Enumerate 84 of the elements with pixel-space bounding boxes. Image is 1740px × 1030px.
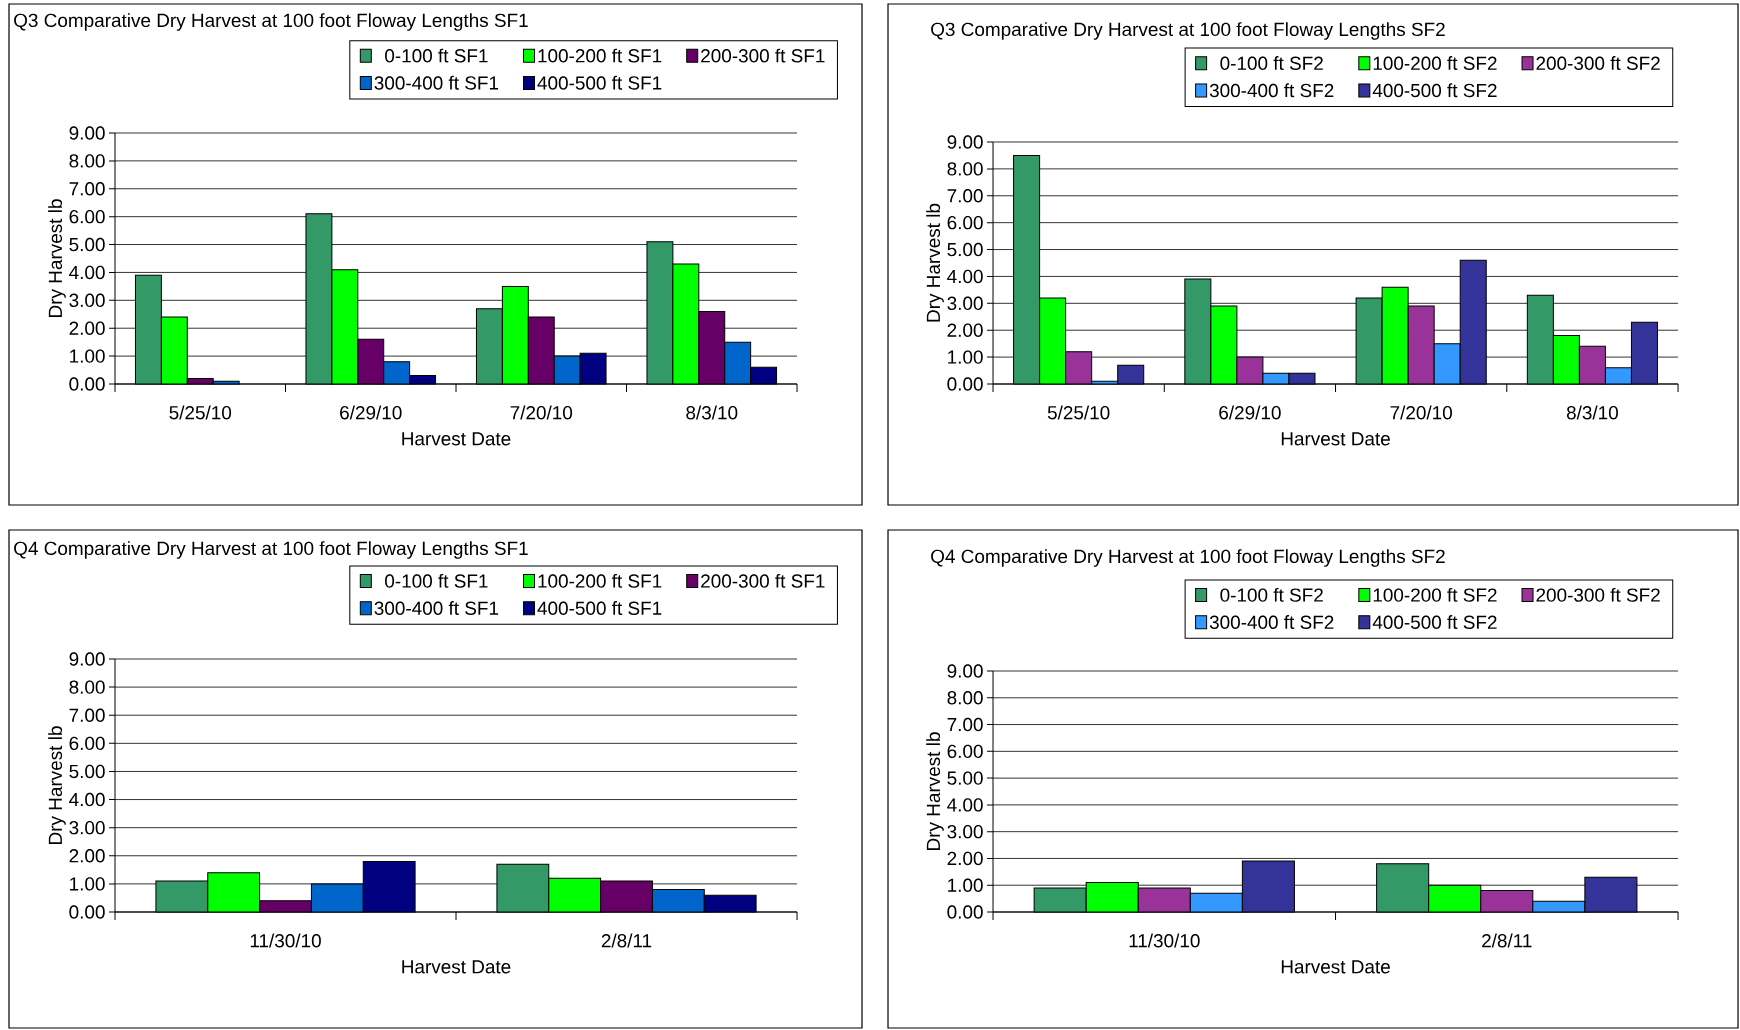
legend-label: 300-400 ft SF1: [374, 75, 499, 90]
y-tick-label: 8.00: [947, 691, 983, 705]
y-tick-label: 5.00: [947, 242, 983, 257]
y-tick-label: 7.00: [69, 182, 105, 196]
x-tick-label: 5/25/10: [169, 405, 232, 420]
legend-label: 200-300 ft SF2: [1536, 587, 1660, 602]
legend-label: 300-400 ft SF1: [374, 601, 499, 615]
legend-label: 0-100 ft SF2: [1220, 56, 1323, 70]
legend-label: 100-200 ft SF1: [538, 573, 662, 588]
x-axis-title: Harvest Date: [1281, 432, 1390, 446]
y-tick-label: 1.00: [948, 350, 983, 364]
y-axis-title: Dry Harvest lb: [48, 726, 66, 844]
chart-title: Q3 Comparative Dry Harvest at 100 foot Floway Lengths SF2: [931, 22, 1445, 40]
x-tick-label: 11/30/10: [1129, 933, 1200, 948]
y-tick-label: 9.00: [947, 664, 983, 678]
y-tick-label: 9.00: [69, 652, 105, 666]
x-axis-title: Harvest Date: [402, 960, 511, 974]
x-tick-label: 8/3/10: [1566, 405, 1618, 420]
x-tick-label: 7/20/10: [1390, 405, 1452, 420]
y-tick-label: 7.00: [947, 717, 983, 732]
legend-label: 400-500 ft SF2: [1372, 615, 1497, 629]
y-tick-label: 0.00: [947, 905, 983, 919]
legend-label: 100-200 ft SF2: [1373, 587, 1497, 602]
legend-label: 300-400 ft SF2: [1209, 615, 1334, 629]
y-axis-title: Dry Harvest lb: [926, 732, 944, 850]
y-tick-label: 0.00: [947, 377, 983, 391]
legend-label: 200-300 ft SF2: [1536, 56, 1660, 70]
y-axis-title: Dry Harvest lb: [926, 203, 944, 322]
y-tick-label: 5.00: [947, 771, 983, 785]
y-tick-label: 1.00: [70, 877, 105, 891]
y-tick-label: 2.00: [947, 323, 983, 337]
legend-label: 400-500 ft SF2: [1372, 83, 1497, 98]
y-tick-label: 4.00: [69, 792, 105, 807]
x-tick-label: 6/29/10: [340, 405, 402, 420]
chart-title: Q4 Comparative Dry Harvest at 100 foot Floway Lengths SF2: [931, 549, 1445, 567]
x-axis-title: Harvest Date: [402, 432, 511, 446]
y-tick-label: 4.00: [947, 269, 983, 284]
y-tick-label: 8.00: [69, 154, 105, 168]
y-tick-label: 6.00: [947, 744, 983, 759]
legend-label: 0-100 ft SF1: [385, 48, 488, 63]
y-tick-label: 0.00: [69, 905, 105, 919]
y-tick-label: 4.00: [947, 798, 983, 812]
y-tick-label: 1.00: [70, 349, 105, 363]
y-tick-label: 8.00: [947, 162, 983, 176]
legend-label: 100-200 ft SF1: [538, 48, 662, 63]
y-tick-label: 9.00: [69, 126, 105, 140]
chart-title: Q4 Comparative Dry Harvest at 100 foot Floway Lengths SF1: [14, 541, 528, 559]
x-tick-label: 5/25/10: [1047, 405, 1110, 420]
y-tick-label: 1.00: [948, 878, 983, 892]
x-axis-title: Harvest Date: [1281, 960, 1390, 974]
legend-label: 200-300 ft SF1: [701, 573, 825, 588]
legend-label: 0-100 ft SF1: [385, 573, 488, 588]
y-tick-label: 5.00: [69, 237, 105, 252]
legend-label: 200-300 ft SF1: [701, 48, 825, 63]
y-tick-label: 3.00: [947, 296, 983, 311]
y-tick-label: 6.00: [69, 209, 105, 224]
chart-title: Q3 Comparative Dry Harvest at 100 foot Floway Lengths SF1: [14, 13, 528, 31]
y-tick-label: 7.00: [69, 708, 105, 722]
legend-label: 300-400 ft SF2: [1209, 83, 1334, 98]
x-tick-label: 2/8/11: [601, 933, 652, 948]
legend-label: 0-100 ft SF2: [1220, 587, 1323, 602]
x-tick-label: 2/8/11: [1482, 933, 1532, 948]
y-tick-label: 6.00: [947, 215, 983, 230]
legend-label: 400-500 ft SF1: [537, 601, 662, 615]
y-tick-label: 4.00: [69, 265, 105, 280]
y-tick-label: 8.00: [69, 680, 105, 694]
legend-label: 100-200 ft SF2: [1373, 56, 1497, 70]
y-tick-label: 6.00: [69, 736, 105, 751]
y-tick-label: 3.00: [69, 293, 105, 308]
x-tick-label: 7/20/10: [510, 405, 573, 420]
legend-label: 400-500 ft SF1: [537, 75, 662, 90]
x-tick-label: 8/3/10: [686, 405, 738, 420]
x-tick-label: 6/29/10: [1219, 405, 1281, 420]
y-axis-title: Dry Harvest lb: [48, 199, 66, 317]
x-tick-label: 11/30/10: [250, 933, 321, 948]
y-tick-label: 2.00: [947, 851, 983, 866]
y-tick-label: 7.00: [947, 189, 983, 203]
y-tick-label: 9.00: [947, 135, 983, 149]
y-tick-label: 3.00: [69, 820, 105, 835]
y-tick-label: 0.00: [69, 377, 105, 391]
y-tick-label: 2.00: [69, 321, 105, 335]
y-tick-label: 2.00: [69, 849, 105, 863]
y-tick-label: 5.00: [69, 764, 105, 779]
y-tick-label: 3.00: [947, 824, 983, 839]
